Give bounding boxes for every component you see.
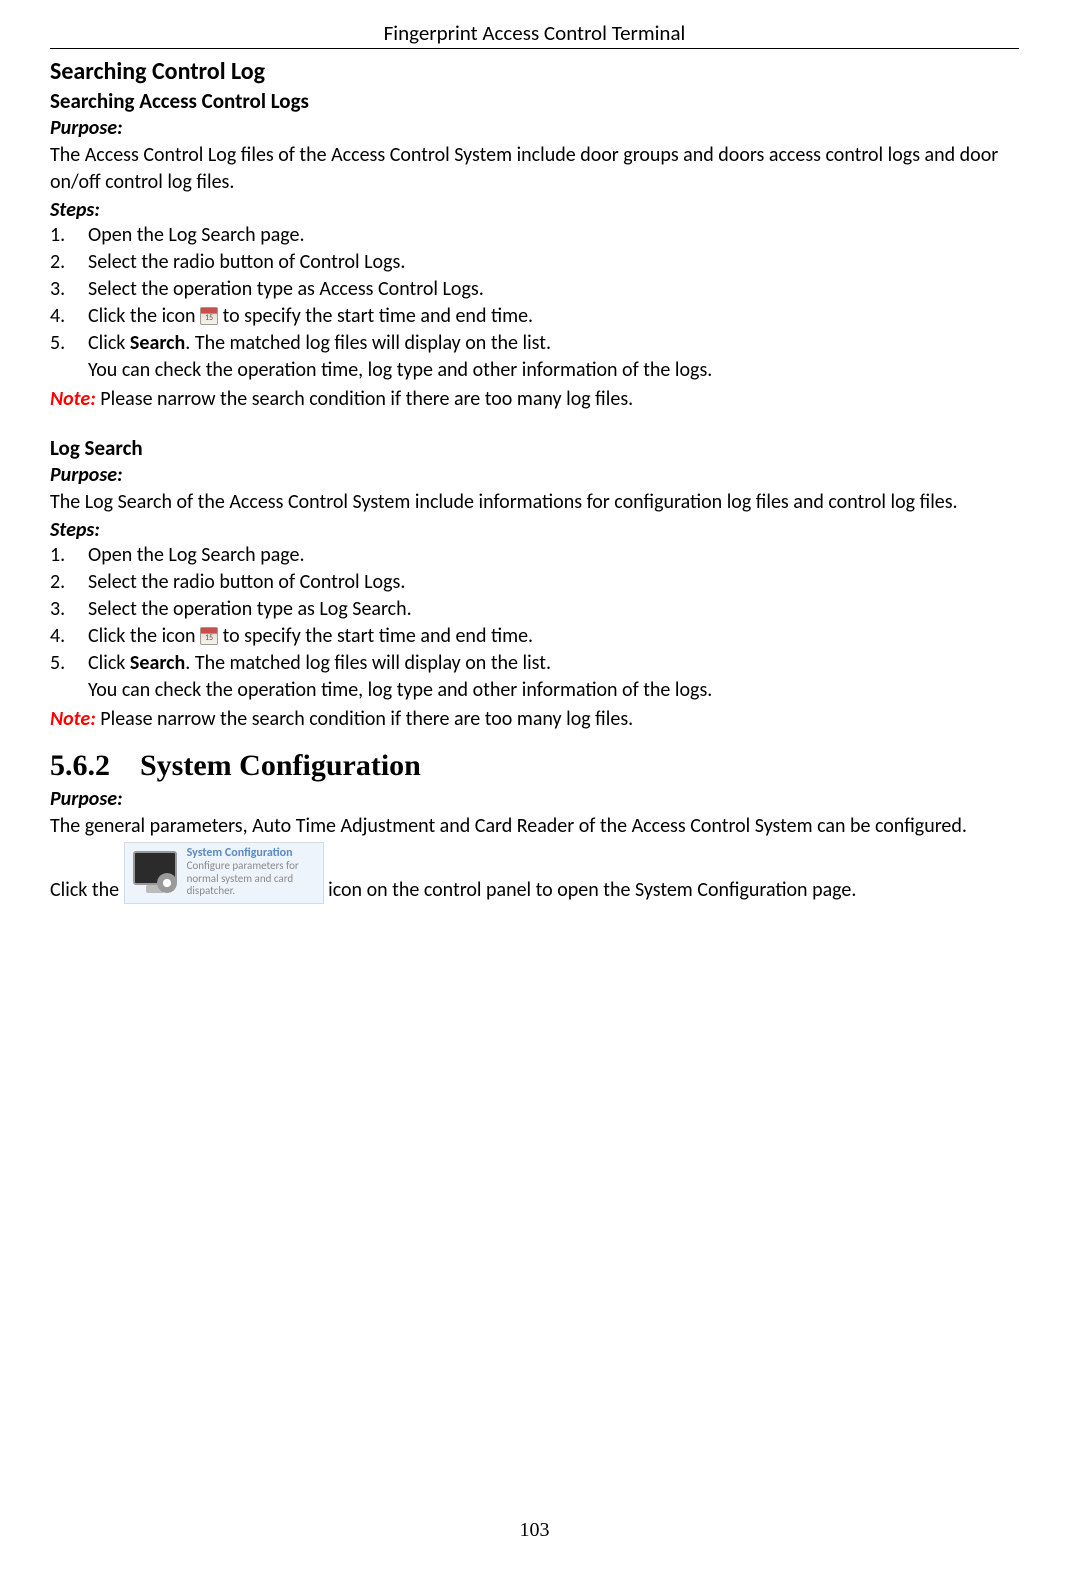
step-text-prefix: Click (88, 651, 130, 675)
note-text: Please narrow the search condition if th… (96, 707, 633, 731)
steps-list: Open the Log Search page. Select the rad… (50, 222, 1019, 357)
step-item: Select the operation type as Log Search. (50, 596, 1019, 623)
document-page: Fingerprint Access Control Terminal Sear… (0, 0, 1069, 1572)
header-rule (50, 48, 1019, 49)
step-text-suffix: . The matched log files will display on … (185, 651, 551, 675)
note-label: Note: (50, 707, 96, 731)
calendar-icon (200, 627, 218, 645)
section-heading-searching-control-log: Searching Control Log (50, 57, 1019, 86)
step-bold-word: Search (130, 651, 185, 675)
click-prefix: Click the (50, 878, 124, 902)
page-header-title: Fingerprint Access Control Terminal (50, 20, 1019, 46)
step-item: Select the radio button of Control Logs. (50, 569, 1019, 596)
purpose-text: The Access Control Log files of the Acce… (50, 142, 1019, 196)
page-number: 103 (0, 1519, 1069, 1542)
purpose-label: Purpose: (50, 116, 1019, 140)
steps-label: Steps: (50, 518, 1019, 542)
purpose-text: The Log Search of the Access Control Sys… (50, 489, 1019, 516)
calendar-icon (200, 307, 218, 325)
gear-icon (157, 873, 177, 893)
click-suffix: icon on the control panel to open the Sy… (324, 878, 857, 902)
section-heading-system-configuration: 5.6.2 System Configuration (50, 749, 1019, 783)
icon-desc: Configure parameters for normal system a… (187, 860, 319, 898)
purpose-label: Purpose: (50, 787, 1019, 811)
steps-label: Steps: (50, 198, 1019, 222)
step-item: Select the radio button of Control Logs. (50, 249, 1019, 276)
step-text-suffix: . The matched log files will display on … (185, 331, 551, 355)
icon-text-wrap: System Configuration Configure parameter… (187, 847, 319, 898)
subheading-log-search: Log Search (50, 435, 1019, 461)
purpose-text: The general parameters, Auto Time Adjust… (50, 813, 1019, 840)
step-item: Open the Log Search page. (50, 222, 1019, 249)
step-text-suffix: to specify the start time and end time. (223, 304, 534, 328)
step-item: Open the Log Search page. (50, 542, 1019, 569)
step-item: Click the icon to specify the start time… (50, 623, 1019, 650)
step-bold-word: Search (130, 331, 185, 355)
note-label: Note: (50, 387, 96, 411)
step-text-prefix: Click the icon (88, 304, 196, 328)
click-instruction: Click the System Configuration Configure… (50, 842, 1019, 904)
step-text-prefix: Click (88, 331, 130, 355)
note-line: Note: Please narrow the search condition… (50, 386, 1019, 413)
step-continuation: You can check the operation time, log ty… (50, 677, 1019, 704)
step-item: Click Search. The matched log files will… (50, 650, 1019, 677)
note-line: Note: Please narrow the search condition… (50, 706, 1019, 733)
step-item: Click the icon to specify the start time… (50, 303, 1019, 330)
step-item: Select the operation type as Access Cont… (50, 276, 1019, 303)
spacer (50, 415, 1019, 433)
step-continuation: You can check the operation time, log ty… (50, 357, 1019, 384)
step-text-prefix: Click the icon (88, 624, 196, 648)
step-text-suffix: to specify the start time and end time. (223, 624, 534, 648)
subheading-searching-access-control-logs: Searching Access Control Logs (50, 88, 1019, 114)
purpose-label: Purpose: (50, 463, 1019, 487)
step-item: Click Search. The matched log files will… (50, 330, 1019, 357)
steps-list: Open the Log Search page. Select the rad… (50, 542, 1019, 677)
system-configuration-icon: System Configuration Configure parameter… (124, 842, 324, 904)
note-text: Please narrow the search condition if th… (96, 387, 633, 411)
